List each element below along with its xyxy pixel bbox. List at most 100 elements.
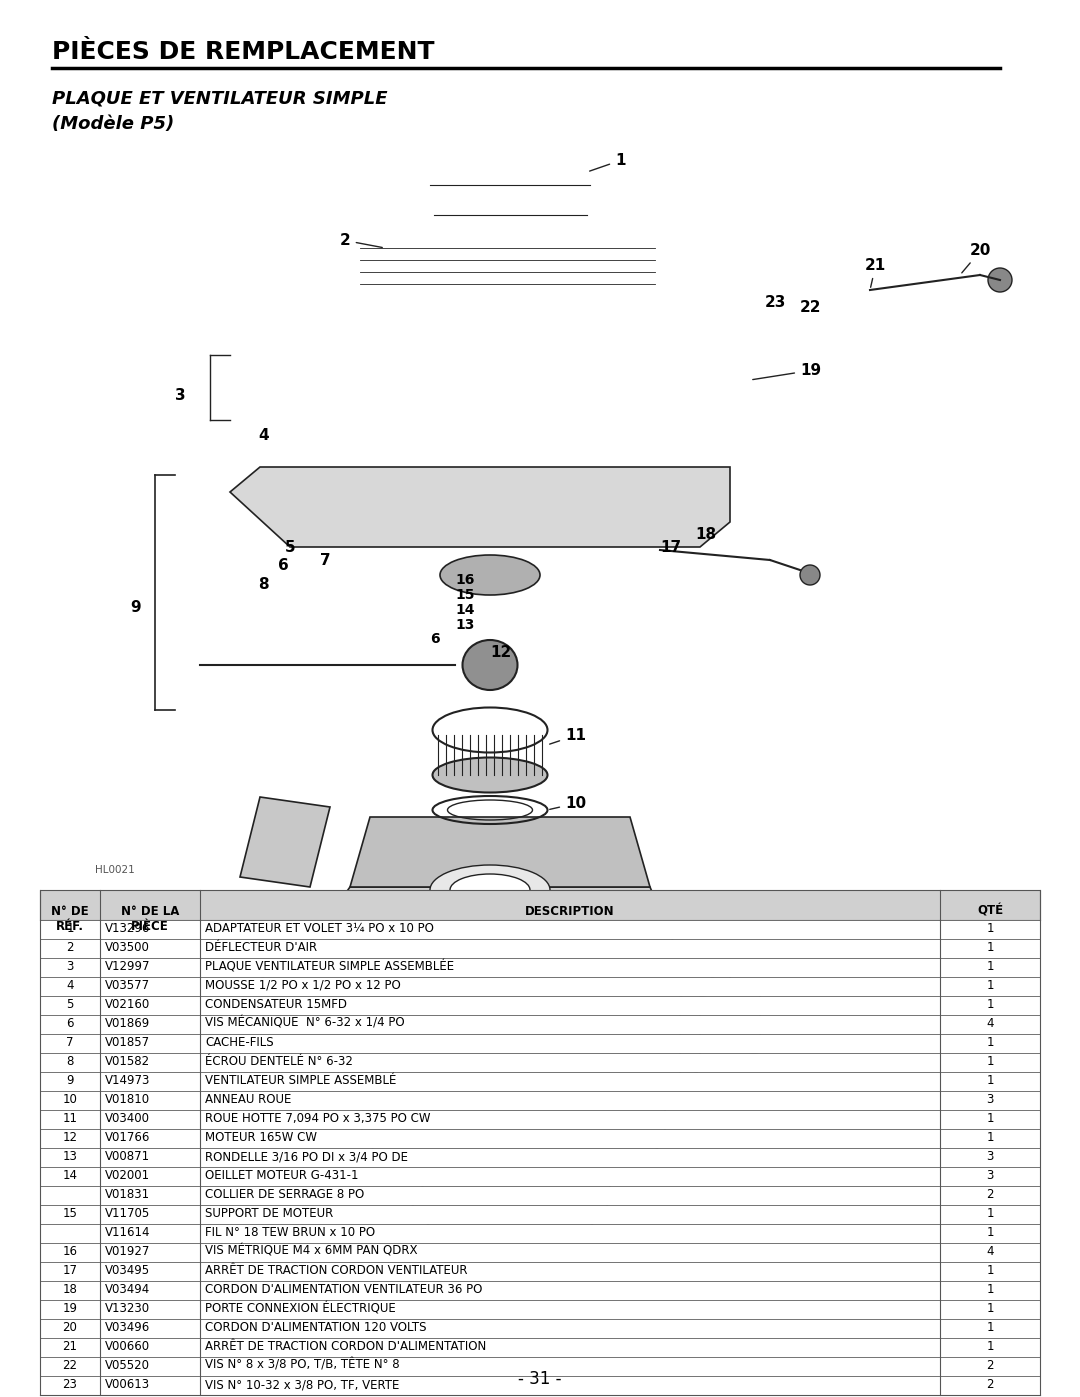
- Text: 1: 1: [986, 997, 994, 1011]
- Text: 9: 9: [130, 599, 140, 615]
- Text: 6: 6: [278, 557, 288, 573]
- Bar: [40, 1261, 1040, 1281]
- Text: 15: 15: [63, 1207, 78, 1220]
- Text: PLAQUE VENTILATEUR SIMPLE ASSEMBLÉE: PLAQUE VENTILATEUR SIMPLE ASSEMBLÉE: [205, 960, 454, 972]
- Text: V00871: V00871: [105, 1150, 150, 1162]
- Text: 1: 1: [66, 922, 73, 935]
- Text: V14973: V14973: [105, 1074, 150, 1087]
- Text: 18: 18: [696, 527, 716, 542]
- Polygon shape: [230, 1052, 730, 1083]
- Text: 2: 2: [66, 942, 73, 954]
- Text: VIS MÉCANIQUE  N° 6-32 x 1/4 PO: VIS MÉCANIQUE N° 6-32 x 1/4 PO: [205, 1017, 405, 1030]
- Text: 16: 16: [63, 1245, 78, 1259]
- Bar: [40, 1206, 1040, 1224]
- Bar: [40, 1016, 1040, 1034]
- Text: V03494: V03494: [105, 1282, 150, 1296]
- Text: 19: 19: [753, 363, 821, 380]
- Text: 5: 5: [285, 541, 296, 555]
- Text: 14: 14: [455, 604, 474, 617]
- Text: 1: 1: [986, 1227, 994, 1239]
- Bar: [40, 1053, 1040, 1071]
- Text: SUPPORT DE MOTEUR: SUPPORT DE MOTEUR: [205, 1207, 334, 1220]
- Text: (Modèle P5): (Modèle P5): [52, 115, 174, 133]
- Text: V01810: V01810: [105, 1092, 150, 1106]
- Text: V03577: V03577: [105, 979, 150, 992]
- Text: 7: 7: [66, 1037, 73, 1049]
- Text: 1: 1: [986, 1074, 994, 1087]
- Text: 2: 2: [340, 233, 382, 249]
- Text: 1: 1: [986, 922, 994, 935]
- Text: 12: 12: [490, 645, 511, 659]
- Text: 2: 2: [986, 1359, 994, 1372]
- Text: 4: 4: [986, 1245, 994, 1259]
- Circle shape: [800, 564, 820, 585]
- Bar: [40, 939, 1040, 958]
- Text: 1: 1: [986, 1282, 994, 1296]
- Bar: [40, 977, 1040, 996]
- Text: 1: 1: [986, 1340, 994, 1354]
- Text: 17: 17: [63, 1264, 78, 1277]
- Text: 1: 1: [590, 154, 625, 170]
- Ellipse shape: [440, 555, 540, 595]
- Text: V12997: V12997: [105, 960, 150, 972]
- Text: CONDENSATEUR 15MFD: CONDENSATEUR 15MFD: [205, 997, 347, 1011]
- Bar: [40, 1338, 1040, 1356]
- Text: DÉFLECTEUR D'AIR: DÉFLECTEUR D'AIR: [205, 942, 318, 954]
- Bar: [40, 1356, 1040, 1376]
- Text: 9: 9: [66, 1074, 73, 1087]
- Bar: [40, 958, 1040, 977]
- Text: 13: 13: [63, 1150, 78, 1162]
- Text: VENTILATEUR SIMPLE ASSEMBLÉ: VENTILATEUR SIMPLE ASSEMBLÉ: [205, 1074, 396, 1087]
- Text: 1: 1: [986, 1037, 994, 1049]
- Text: PLAQUE ET VENTILATEUR SIMPLE: PLAQUE ET VENTILATEUR SIMPLE: [52, 89, 388, 108]
- Bar: [40, 1281, 1040, 1301]
- Text: FIL N° 18 TEW BRUN x 10 PO: FIL N° 18 TEW BRUN x 10 PO: [205, 1227, 375, 1239]
- Bar: [40, 1224, 1040, 1243]
- Bar: [40, 1148, 1040, 1166]
- Bar: [40, 1319, 1040, 1338]
- Polygon shape: [680, 967, 730, 1083]
- Polygon shape: [700, 982, 760, 1067]
- Text: V03400: V03400: [105, 1112, 150, 1125]
- Text: 1: 1: [986, 1302, 994, 1315]
- Text: 14: 14: [63, 1169, 78, 1182]
- Text: V01582: V01582: [105, 1055, 150, 1067]
- Text: - 31 -: - 31 -: [518, 1370, 562, 1389]
- Polygon shape: [410, 1178, 610, 1227]
- Text: 6: 6: [430, 631, 440, 645]
- Text: V01869: V01869: [105, 1017, 150, 1030]
- Ellipse shape: [462, 640, 517, 690]
- Bar: [40, 1091, 1040, 1111]
- Text: DESCRIPTION: DESCRIPTION: [525, 905, 615, 918]
- Text: V13230: V13230: [105, 1302, 150, 1315]
- Text: 5: 5: [66, 997, 73, 1011]
- Text: V03495: V03495: [105, 1264, 150, 1277]
- Text: V03496: V03496: [105, 1322, 150, 1334]
- Text: 23: 23: [765, 295, 786, 310]
- Text: 2: 2: [986, 1187, 994, 1201]
- Text: V01927: V01927: [105, 1245, 150, 1259]
- Bar: [40, 996, 1040, 1016]
- Text: 1: 1: [986, 1207, 994, 1220]
- Text: 22: 22: [63, 1359, 78, 1372]
- Polygon shape: [230, 467, 730, 548]
- Text: 10: 10: [63, 1092, 78, 1106]
- Text: 20: 20: [962, 243, 991, 272]
- Text: ARRÊT DE TRACTION CORDON D'ALIMENTATION: ARRÊT DE TRACTION CORDON D'ALIMENTATION: [205, 1340, 486, 1354]
- Bar: [40, 1034, 1040, 1053]
- Text: 1: 1: [986, 979, 994, 992]
- Text: V11614: V11614: [105, 1227, 150, 1239]
- Text: V02001: V02001: [105, 1169, 150, 1182]
- Text: 18: 18: [63, 1282, 78, 1296]
- Text: PIÈCES DE REMPLACEMENT: PIÈCES DE REMPLACEMENT: [52, 41, 434, 64]
- Text: ÉCROU DENTELÉ N° 6-32: ÉCROU DENTELÉ N° 6-32: [205, 1055, 353, 1067]
- Bar: [40, 921, 1040, 939]
- Text: 3: 3: [986, 1150, 994, 1162]
- Polygon shape: [230, 967, 730, 1083]
- Text: 3: 3: [986, 1092, 994, 1106]
- Bar: [40, 1071, 1040, 1091]
- Text: CACHE-FILS: CACHE-FILS: [205, 1037, 273, 1049]
- Text: VIS N° 10-32 x 3/8 PO, TF, VERTE: VIS N° 10-32 x 3/8 PO, TF, VERTE: [205, 1377, 400, 1391]
- Text: N° DE
RÉF.: N° DE RÉF.: [51, 905, 89, 933]
- Text: 3: 3: [175, 388, 186, 402]
